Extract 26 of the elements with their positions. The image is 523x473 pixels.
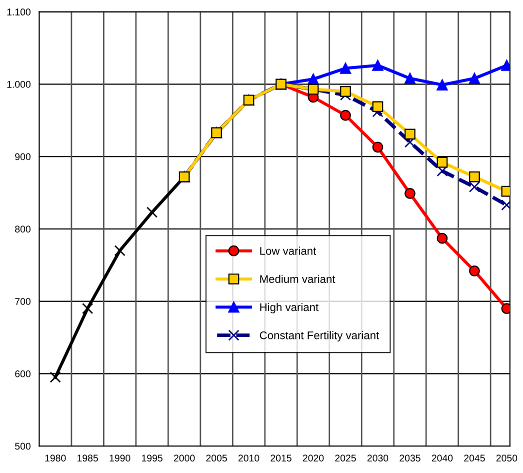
x-tick-label: 2050 [496, 454, 518, 462]
x-tick-label: 1985 [78, 454, 98, 462]
y-tick-label: 600 [15, 370, 31, 378]
x-tick-label: 2040 [432, 454, 453, 462]
x-tick-label: 1990 [110, 454, 130, 462]
x-tick-label: 2045 [464, 454, 485, 462]
x-tick-label: 1980 [45, 454, 66, 462]
x-tick-label: 2000 [174, 454, 195, 462]
legend-label: Low variant [260, 246, 316, 255]
legend-label: High variant [260, 302, 319, 314]
x-tick-label: 2025 [335, 454, 356, 462]
y-tick-label: 900 [15, 153, 31, 160]
x-tick-label: 1995 [142, 454, 162, 462]
legend-label: Medium variant [260, 274, 336, 283]
y-tick-label: 500 [15, 442, 31, 450]
x-tick-label: 2005 [206, 454, 227, 462]
x-tick-label: 2030 [367, 454, 388, 462]
x-tick-label: 2010 [238, 454, 260, 462]
x-tick-label: 2015 [270, 454, 292, 462]
y-tick-label: 800 [15, 226, 31, 233]
y-tick-label: 700 [15, 298, 31, 305]
y-tick-label: 1.000 [7, 80, 31, 88]
legend-label: Constant Fertility variant [260, 331, 380, 342]
y-tick-label: 1.100 [7, 8, 31, 16]
x-tick-label: 2020 [302, 454, 324, 462]
x-tick-label: 2035 [400, 454, 420, 462]
